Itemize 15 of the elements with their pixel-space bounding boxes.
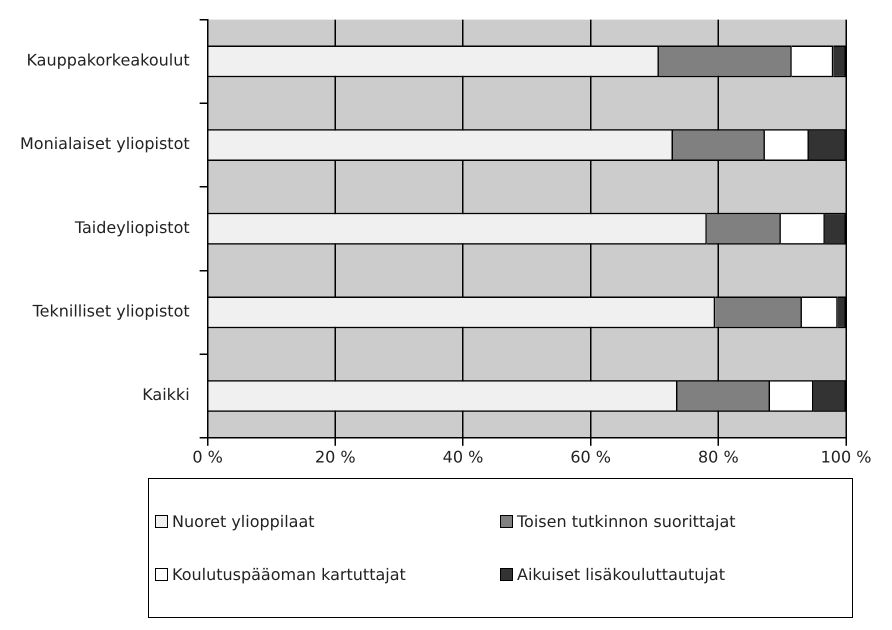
y-tick-label: Kauppakorkeakoulut bbox=[26, 50, 190, 70]
legend-label: Aikuiset lisäkouluttautujat bbox=[517, 564, 725, 584]
legend-label: Toisen tutkinnon suorittajat bbox=[517, 512, 736, 532]
y-tick-label: Taideyliopistot bbox=[74, 218, 190, 237]
x-tick-label: 80 % bbox=[698, 448, 739, 467]
y-tick-label: Teknilliset yliopistot bbox=[32, 301, 190, 320]
legend-label: Nuoret ylioppilaat bbox=[172, 512, 315, 532]
x-tick-label: 40 % bbox=[442, 448, 484, 467]
y-tick-label: Kaikki bbox=[142, 385, 190, 404]
x-tick-label: 20 % bbox=[314, 448, 356, 467]
x-tick-label: 60 % bbox=[570, 448, 611, 467]
x-tick-label: 0 % bbox=[192, 448, 223, 467]
legend-label: Koulutuspääoman kartuttajat bbox=[172, 564, 406, 584]
x-tick-label: 100 % bbox=[820, 448, 872, 467]
y-tick-label: Monialaiset yliopistot bbox=[20, 134, 190, 154]
